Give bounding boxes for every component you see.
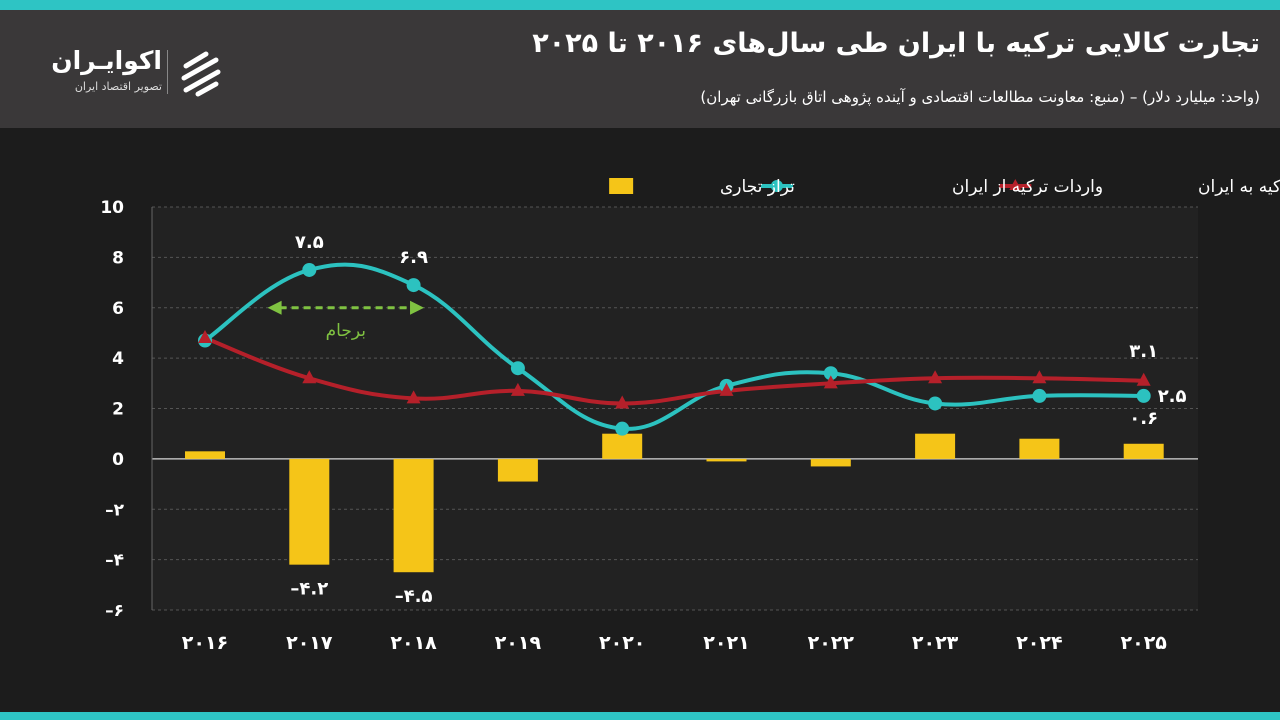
imports-point: [302, 262, 317, 277]
legend-label: صادرات ترکیه به ایران: [1198, 177, 1280, 197]
balance-bar: [393, 458, 434, 573]
exports-point: [823, 375, 838, 389]
y-tick-label: –۲: [105, 500, 125, 520]
chart-legend: صادرات ترکیه به ایران واردات ترکیه از ایر…: [609, 177, 1280, 197]
exports-point: [406, 390, 421, 404]
page-subtitle: (واحد: میلیارد دلار) – (منبع: معاونت مطا…: [700, 88, 1260, 106]
x-tick-label: ۲۰۲۱: [703, 632, 749, 654]
annotation-arrow-head-left: [267, 300, 282, 315]
legend-marker-imports: [770, 180, 783, 192]
balance-bar: [1019, 438, 1060, 459]
data-labels: ۷.۵ ۶.۹ ۳.۱ ۲.۵۰.۶ –۴.۲ –۴.۵: [290, 232, 1186, 607]
exports-point: [1136, 372, 1151, 386]
data-label: ۶.۹: [399, 247, 428, 268]
x-tick-label: ۲۰۲۳: [912, 632, 959, 654]
header: تجارت کالایی ترکیه با ایران طی سال‌های ۲…: [0, 10, 1280, 128]
data-label: –۴.۲: [290, 579, 328, 600]
exports-point: [510, 382, 525, 396]
exports-point: [615, 395, 630, 409]
logo-name: اکوایـران: [51, 46, 162, 75]
data-label: ۷.۵: [295, 232, 324, 253]
logo-tagline: تصویر اقتصاد ایران: [74, 80, 162, 93]
balance-bar: [810, 458, 851, 467]
x-tick-label: ۲۰۲۴: [1016, 632, 1062, 654]
imports-point: [823, 366, 838, 381]
data-label: ۳.۱: [1129, 341, 1158, 362]
imports-point: [510, 361, 525, 376]
annotation-arrow-head-right: [410, 300, 425, 315]
x-tick-label: ۲۰۱۶: [182, 632, 228, 654]
x-tick-label: ۲۰۲۵: [1121, 632, 1168, 654]
x-tick-label: ۲۰۱۸: [390, 632, 437, 654]
x-tick-label: ۲۰۲۰: [599, 632, 645, 654]
x-tick-label: ۲۰۱۹: [495, 632, 542, 654]
y-tick-label: 0: [112, 450, 124, 470]
barjam-annotation: برجام: [267, 300, 425, 341]
exports-point: [302, 370, 317, 384]
imports-line: [203, 262, 1144, 431]
page-title: تجارت کالایی ترکیه با ایران طی سال‌های ۲…: [532, 28, 1260, 59]
x-tick-label: ۲۰۲۲: [808, 632, 855, 654]
balance-bar: [706, 458, 747, 462]
legend-swatch-balance: [609, 178, 634, 194]
y-tick-label: 10: [100, 198, 124, 218]
imports-point: [615, 421, 630, 436]
exports-point: [719, 382, 734, 396]
y-tick-label: –۴: [105, 551, 124, 571]
imports-point: [1032, 388, 1047, 403]
imports-point: [1136, 388, 1151, 403]
balance-bar: [1123, 443, 1164, 459]
y-tick-label: 8: [112, 248, 124, 268]
axis-labels: 10 8 6 4 2 0 –۲ –۴ –۶ ۲۰۱۶ ۲۰۱۷ ۲۰۱۸ ۲۰۱۹ ۲۰۲۰ ۲۰۲۱ ۲۰۲…: [100, 198, 1167, 654]
series-markers: [198, 262, 1151, 436]
x-tick-label: ۲۰۱۷: [286, 632, 333, 654]
balance-bar: [185, 451, 225, 459]
data-label: ۲.۵: [1158, 386, 1187, 407]
balance-bar: [497, 458, 538, 482]
exports-point: [928, 370, 943, 384]
data-label: –۴.۵: [395, 586, 433, 607]
exports-line: [204, 336, 1144, 406]
legend-label: تراز تجاری: [720, 177, 795, 197]
ecoiran-logo-icon: [181, 51, 221, 97]
balance-bar: [915, 433, 956, 459]
imports-point: [406, 278, 421, 293]
balance-bar: [602, 433, 643, 459]
series-lines: [203, 262, 1144, 431]
y-tick-label: 2: [112, 400, 124, 420]
legend-marker-exports: [1009, 179, 1022, 190]
y-tick-label: 4: [112, 349, 124, 369]
annotation-label: برجام: [326, 321, 366, 341]
balance-bar: [289, 458, 330, 565]
exports-point: [1032, 370, 1047, 384]
y-tick-label: –۶: [105, 601, 124, 621]
data-label: ۰.۶: [1129, 408, 1158, 429]
bottom-accent-bar: [0, 712, 1280, 720]
exports-point: [198, 329, 212, 343]
logo-divider: [167, 50, 168, 94]
imports-point: [928, 396, 943, 411]
y-tick-label: 6: [112, 299, 124, 319]
trade-chart: ۷.۵ ۶.۹ ۳.۱ ۲.۵۰.۶ –۴.۲ –۴.۵ 10 8 6 4 2 0 –۲ –۴ –۶ ۲۰۱…: [100, 177, 1280, 654]
legend-label: واردات ترکیه از ایران: [952, 177, 1103, 197]
top-accent-bar: [0, 0, 1280, 10]
brand-logo[interactable]: اکوایـران تصویر اقتصاد ایران: [44, 42, 234, 108]
balance-bars: [185, 433, 1164, 573]
